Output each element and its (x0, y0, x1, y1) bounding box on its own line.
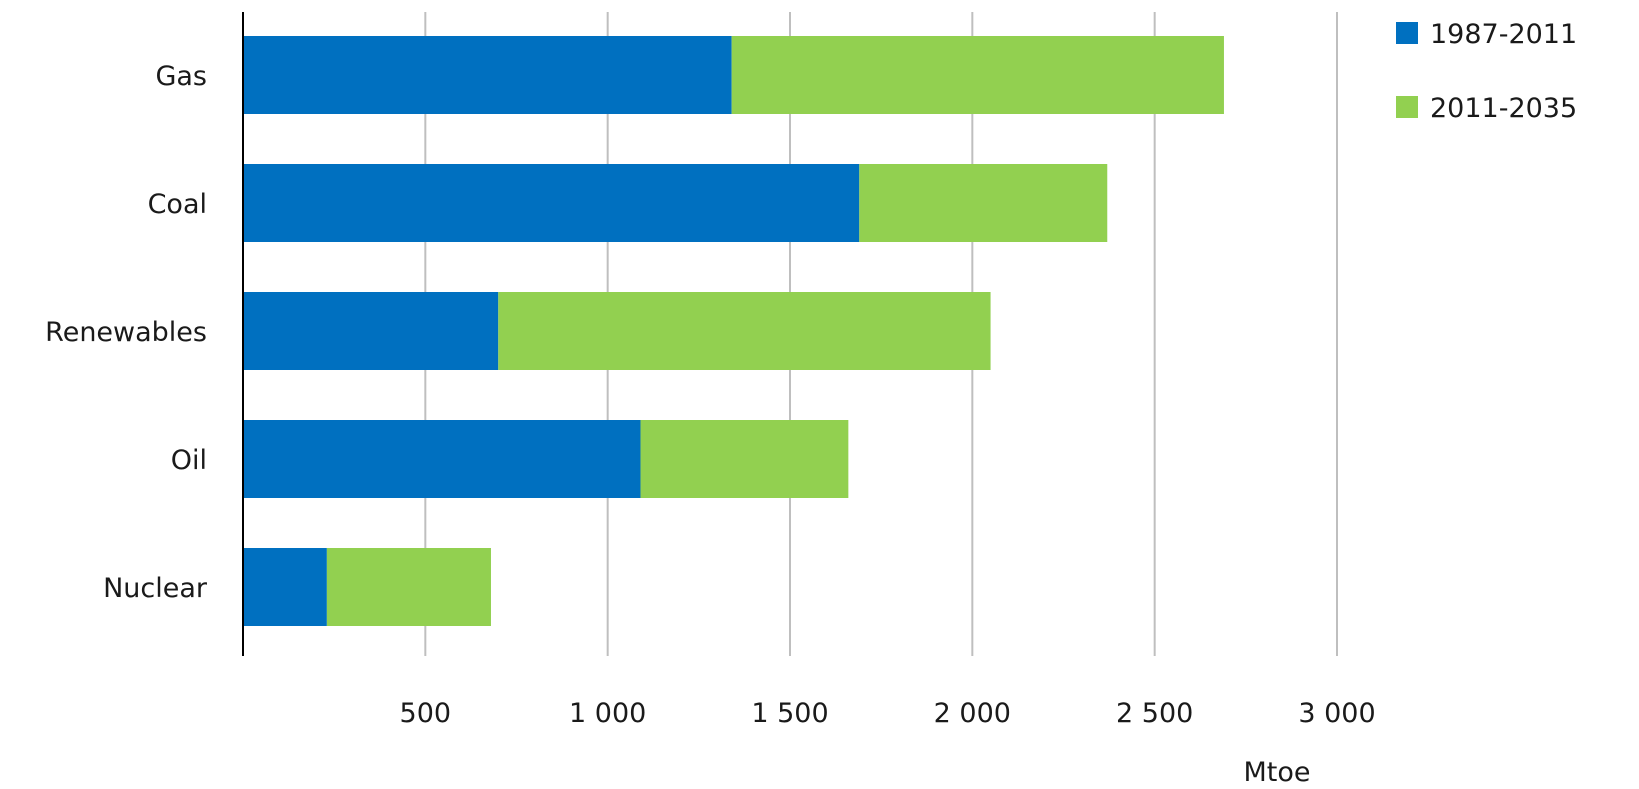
bar-renewables-1987-2011 (243, 292, 499, 370)
bar-oil-2011-2035 (640, 420, 849, 498)
bar-coal-2011-2035 (859, 164, 1108, 242)
x-tick-label: 1 000 (569, 698, 646, 729)
x-tick-label: 3 000 (1298, 698, 1375, 729)
x-tick-label: 500 (400, 698, 452, 729)
x-tick-label: 1 500 (751, 698, 828, 729)
legend-label: 2011-2035 (1430, 93, 1577, 124)
x-tick-label: 2 000 (934, 698, 1011, 729)
category-label: Oil (171, 445, 207, 476)
bar-gas-2011-2035 (731, 36, 1224, 114)
bar-oil-1987-2011 (243, 420, 641, 498)
bar-gas-1987-2011 (243, 36, 732, 114)
category-label: Gas (155, 61, 207, 92)
bar-nuclear-1987-2011 (243, 548, 327, 626)
category-label: Nuclear (103, 573, 208, 604)
legend-swatch (1396, 22, 1418, 44)
category-labels: Gas Coal Renewables Oil Nuclear (45, 61, 208, 604)
category-label: Renewables (45, 317, 207, 348)
x-tick-labels: 500 1 000 1 500 2 000 2 500 3 000 (400, 698, 1376, 729)
legend: 1987-2011 2011-2035 (1396, 19, 1577, 124)
legend-swatch (1396, 96, 1418, 118)
x-axis-unit: Mtoe (1243, 757, 1310, 788)
bar-coal-1987-2011 (243, 164, 860, 242)
bar-nuclear-2011-2035 (326, 548, 491, 626)
bar-renewables-2011-2035 (498, 292, 991, 370)
bars (243, 36, 1224, 626)
category-label: Coal (148, 189, 207, 220)
legend-label: 1987-2011 (1430, 19, 1577, 50)
x-tick-label: 2 500 (1116, 698, 1193, 729)
